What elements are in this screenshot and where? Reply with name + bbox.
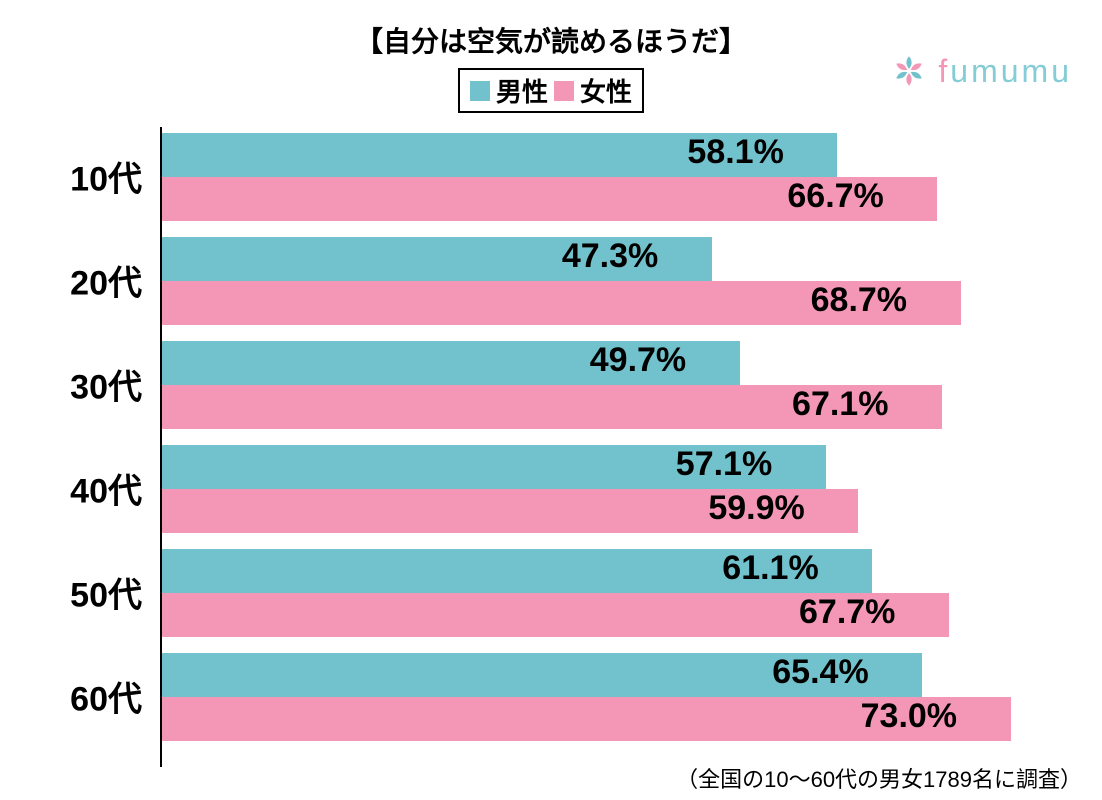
value-label-female: 66.7% (787, 177, 883, 216)
category-label: 60代 (22, 672, 152, 721)
value-label-male: 49.7% (590, 341, 686, 380)
value-label-male: 61.1% (722, 549, 818, 588)
legend-label-male: 男性 (496, 72, 548, 109)
category-label: 50代 (22, 568, 152, 617)
brand-logo: fumumu (888, 50, 1072, 92)
category-label: 30代 (22, 360, 152, 409)
flower-icon (888, 50, 930, 92)
value-label-female: 67.7% (799, 593, 895, 632)
bar-group: 60代65.4%73.0% (162, 647, 1072, 751)
value-label-female: 68.7% (811, 281, 907, 320)
bar-group: 30代49.7%67.1% (162, 335, 1072, 439)
legend-label-female: 女性 (580, 72, 632, 109)
category-label: 40代 (22, 464, 152, 513)
value-label-female: 67.1% (792, 385, 888, 424)
value-label-male: 65.4% (772, 653, 868, 692)
plot-area: 10代58.1%66.7%20代47.3%68.7%30代49.7%67.1%4… (160, 127, 1072, 767)
legend-swatch-female (554, 81, 574, 101)
bar-group: 10代58.1%66.7% (162, 127, 1072, 231)
value-label-male: 57.1% (676, 445, 772, 484)
bar-group: 40代57.1%59.9% (162, 439, 1072, 543)
bar-group: 50代61.1%67.7% (162, 543, 1072, 647)
chart-footnote: （全国の10〜60代の男女1789名に調査） (676, 762, 1082, 794)
chart-container: 【自分は空気が読めるほうだ】 男性 女性 fumumu 10代58.1%66.7… (0, 0, 1102, 800)
value-label-female: 59.9% (708, 489, 804, 528)
value-label-female: 73.0% (861, 697, 957, 736)
brand-text: fumumu (938, 53, 1072, 90)
category-label: 10代 (22, 152, 152, 201)
category-label: 20代 (22, 256, 152, 305)
value-label-male: 47.3% (562, 237, 658, 276)
value-label-male: 58.1% (687, 133, 783, 172)
chart-legend: 男性 女性 (458, 68, 644, 113)
bar-group: 20代47.3%68.7% (162, 231, 1072, 335)
legend-swatch-male (470, 81, 490, 101)
